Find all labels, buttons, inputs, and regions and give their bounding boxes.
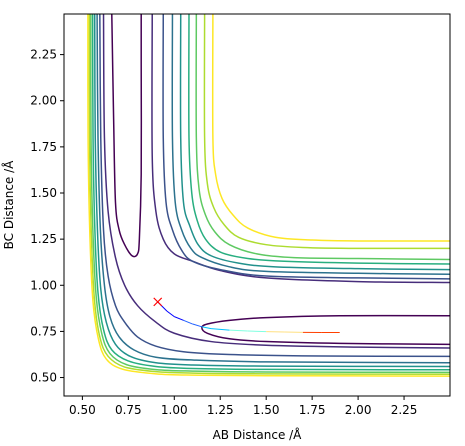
trajectory-segment <box>229 329 248 332</box>
contour-level-1-path-1 <box>111 14 143 258</box>
contour-level-inner-9-path-1 <box>211 14 450 242</box>
contour-lines <box>87 14 450 377</box>
y-tick-label: 0.50 <box>30 371 57 385</box>
contour-level-9-path-1 <box>87 14 450 377</box>
x-tick-label: 2.25 <box>391 403 418 417</box>
x-tick-label: 0.50 <box>69 403 96 417</box>
x-tick-label: 1.50 <box>253 403 280 417</box>
plot-background <box>64 14 450 396</box>
x-tick-label: 0.75 <box>115 403 142 417</box>
contour-level-inner-5-path-1 <box>179 14 450 271</box>
y-tick-label: 1.25 <box>30 232 57 246</box>
contour-level-8-path-1 <box>88 14 450 375</box>
contour-level-inner-2-path-1 <box>151 14 450 284</box>
trajectory-segment <box>192 323 203 328</box>
y-axis-ticks: 0.50 0.75 1.00 1.25 1.50 1.75 2.00 2.25 <box>30 48 64 385</box>
contour-level-inner-8-path-1 <box>203 14 450 250</box>
trajectory-segment <box>201 326 212 330</box>
y-tick-label: 2.25 <box>30 48 57 62</box>
trajectory-segment <box>174 316 184 321</box>
x-tick-label: 2.00 <box>345 403 372 417</box>
contour-level-2-path-1 <box>102 14 450 349</box>
contour-level-3-path-1 <box>99 14 450 358</box>
contour-level-inner-7-path-1 <box>195 14 450 261</box>
contour-level-5-path-1 <box>93 14 450 368</box>
trajectory-segment <box>211 328 230 331</box>
contour-level-6-path-1 <box>91 14 450 371</box>
y-tick-label: 2.00 <box>30 94 57 108</box>
x-axis-label: AB Distance /Å <box>213 427 303 442</box>
y-tick-label: 1.75 <box>30 140 57 154</box>
contour-level-4-path-1 <box>96 14 450 364</box>
contour-level-1-path-2 <box>201 314 450 346</box>
x-tick-label: 1.75 <box>299 403 326 417</box>
contour-level-inner-6-path-1 <box>188 14 450 265</box>
y-tick-label: 1.50 <box>30 186 57 200</box>
contour-level-inner-4-path-1 <box>171 14 450 275</box>
start-marker <box>153 297 163 307</box>
y-tick-label: 0.75 <box>30 324 57 338</box>
plot-frame <box>63 13 451 397</box>
y-axis-label: BC Distance /Å <box>1 160 16 250</box>
x-axis-ticks: 0.50 0.75 1.00 1.25 1.50 1.75 2.00 2.25 <box>69 396 417 417</box>
y-tick-label: 1.00 <box>30 278 57 292</box>
contour-level-7-path-1 <box>90 14 450 374</box>
trajectory-segment <box>247 330 267 333</box>
contour-level-inner-3-path-1 <box>162 14 450 280</box>
x-tick-label: 1.25 <box>207 403 234 417</box>
trajectory-segment <box>183 319 193 325</box>
marker-stroke-b <box>153 297 163 307</box>
trajectory-segment <box>166 310 175 318</box>
x-tick-label: 1.00 <box>161 403 188 417</box>
